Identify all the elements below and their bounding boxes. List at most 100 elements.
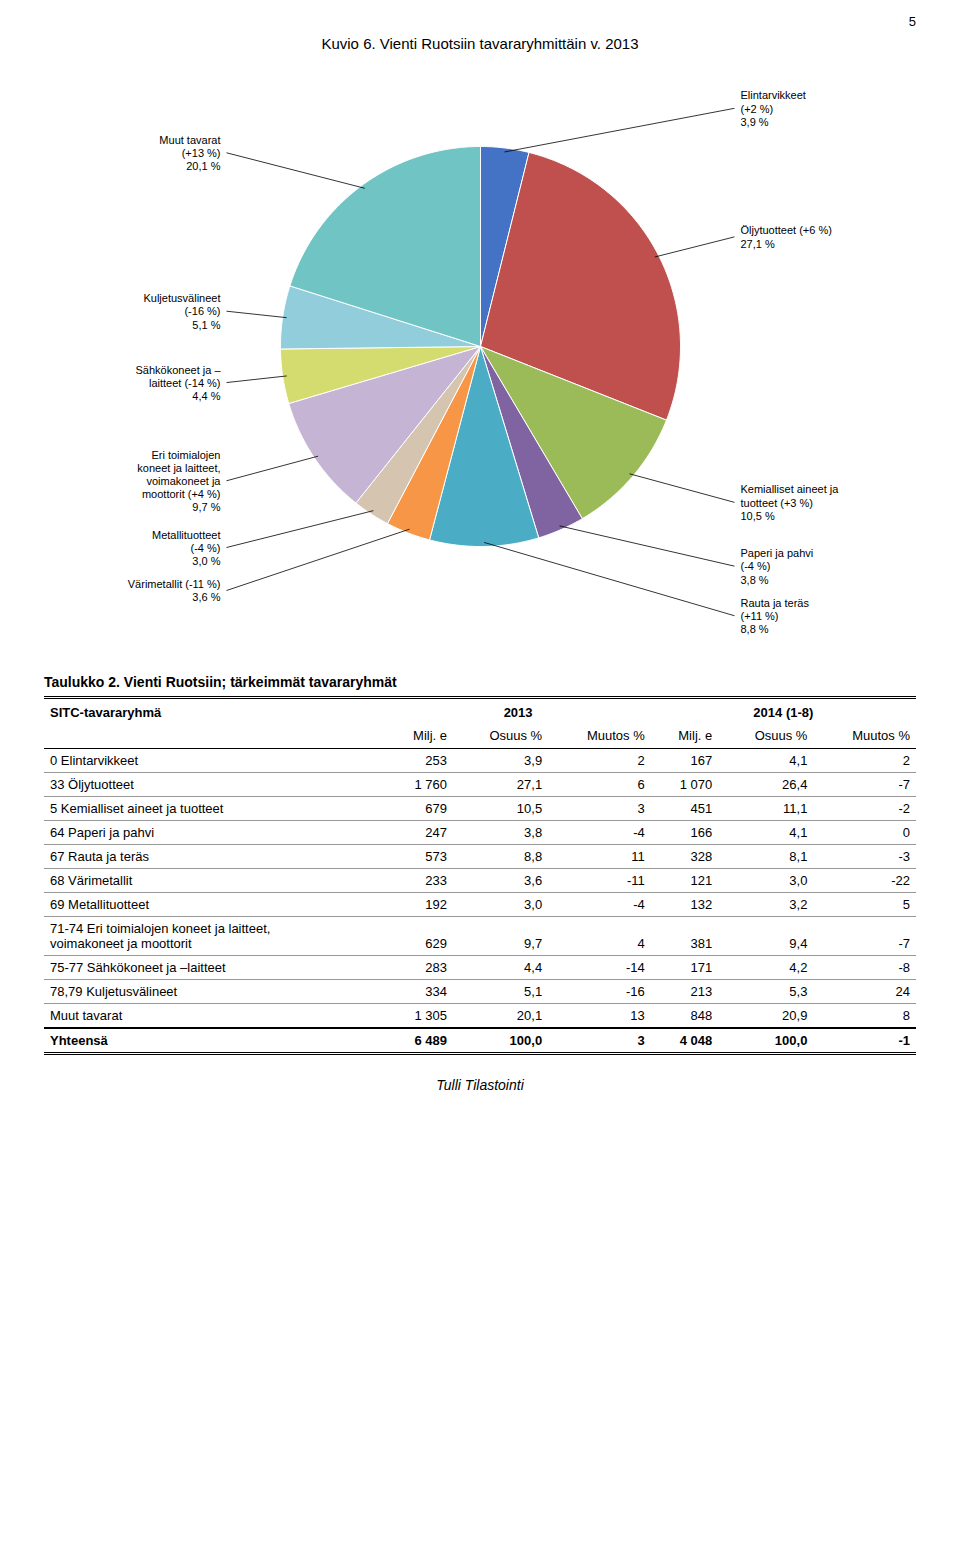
- html-text:Muutos %: Muutos %: [852, 728, 910, 743]
- html-text:-4: -4: [633, 897, 645, 912]
- html-text:253: 253: [425, 753, 447, 768]
- html-text:171: 171: [690, 960, 713, 975]
- html-text:78,79 Kuljetusvälineet: 78,79 Kuljetusvälineet: [50, 984, 178, 999]
- html-text:451: 451: [690, 801, 713, 816]
- html-text:SITC-tavararyhmä: SITC-tavararyhmä: [50, 705, 162, 720]
- html-text:69 Metallituotteet: 69 Metallituotteet: [50, 897, 149, 912]
- html-text:64 Paperi ja pahvi: 64 Paperi ja pahvi: [50, 825, 155, 840]
- html-text:679: 679: [425, 801, 447, 816]
- html-text:213: 213: [690, 984, 713, 999]
- html-text:1 305: 1 305: [414, 1008, 447, 1023]
- html-text:233: 233: [425, 873, 447, 888]
- html-text:100,0: 100,0: [509, 1033, 543, 1048]
- html-text:68 Värimetallit: 68 Värimetallit: [50, 873, 133, 888]
- html-text:-4: -4: [633, 825, 645, 840]
- html-text:Milj. e: Milj. e: [678, 728, 713, 743]
- html-text:100,0: 100,0: [774, 1033, 808, 1048]
- svg-text:Öljytuotteet (+6 %)27,1 %: Öljytuotteet (+6 %)27,1 %: [741, 224, 832, 249]
- svg-text:Elintarvikkeet(+2 %)3,9 %: Elintarvikkeet(+2 %)3,9 %: [741, 89, 806, 127]
- html-text:Osuus %: Osuus %: [489, 728, 543, 743]
- html-text:27,1: 27,1: [516, 777, 543, 792]
- html-text:8,8: 8,8: [524, 849, 543, 864]
- html-text:5,1: 5,1: [524, 984, 543, 999]
- html-text:4 048: 4 048: [679, 1033, 713, 1048]
- html-text:4,2: 4,2: [789, 960, 808, 975]
- html-text:247: 247: [425, 825, 447, 840]
- html-text:0 Elintarvikkeet: 0 Elintarvikkeet: [50, 753, 139, 768]
- html-text:3,2: 3,2: [789, 897, 808, 912]
- html-text:3,6: 3,6: [524, 873, 543, 888]
- html-text:-2: -2: [898, 801, 910, 816]
- html-text:26,4: 26,4: [782, 777, 808, 792]
- html-text:-22: -22: [891, 873, 910, 888]
- html-text:9,7: 9,7: [524, 936, 543, 951]
- svg-text:Rauta ja teräs(+11 %)8,8 %: Rauta ja teräs(+11 %)8,8 %: [741, 597, 810, 635]
- html-text:334: 334: [425, 984, 447, 999]
- html-text:10,5: 10,5: [516, 801, 543, 816]
- html-text:13: 13: [630, 1008, 645, 1023]
- svg-text:Sähkökoneet ja –laitteet (-14: Sähkökoneet ja –laitteet (-14 %)4,4 %: [135, 364, 221, 402]
- html-text:9,4: 9,4: [789, 936, 808, 951]
- html-text:3,9: 3,9: [524, 753, 543, 768]
- html-text:20,9: 20,9: [782, 1008, 808, 1023]
- html-text:283: 283: [425, 960, 447, 975]
- html-text:33 Öljytuotteet: 33 Öljytuotteet: [50, 777, 134, 792]
- html-text:848: 848: [690, 1008, 713, 1023]
- html-text:Osuus %: Osuus %: [754, 728, 808, 743]
- svg-text:Kuljetusvälineet(-16 %)5,1 %: Kuljetusvälineet(-16 %)5,1 %: [143, 292, 220, 330]
- html-text:Milj. e: Milj. e: [413, 728, 447, 743]
- html-text:1 760: 1 760: [414, 777, 447, 792]
- html-text:-7: -7: [898, 936, 910, 951]
- svg-text:Värimetallit (-11 %)3,6 %: Värimetallit (-11 %)3,6 %: [128, 578, 221, 603]
- html-text:-8: -8: [898, 960, 910, 975]
- html-text:-16: -16: [625, 984, 645, 999]
- html-text:Yhteensä: Yhteensä: [50, 1033, 108, 1048]
- html-text:573: 573: [425, 849, 447, 864]
- html-text:4,4: 4,4: [524, 960, 543, 975]
- html-text:4,1: 4,1: [789, 753, 808, 768]
- html-text:-1: -1: [898, 1033, 910, 1048]
- html-text:5: 5: [908, 14, 916, 29]
- html-text:11: 11: [631, 849, 645, 864]
- svg-text:Kemialliset aineet jatuotteet: Kemialliset aineet jatuotteet (+3 %)10,5…: [741, 483, 840, 521]
- html-text:2013: 2013: [503, 705, 533, 720]
- html-text:3,8: 3,8: [524, 825, 543, 840]
- html-text:75-77 Sähkökoneet ja –laitteet: 75-77 Sähkökoneet ja –laitteet: [50, 960, 226, 975]
- html-text:5 Kemialliset aineet ja tuotte: 5 Kemialliset aineet ja tuotteet: [50, 801, 224, 816]
- html-text:192: 192: [425, 897, 447, 912]
- html-text:132: 132: [690, 897, 713, 912]
- html-text:167: 167: [690, 753, 713, 768]
- html-text:voimakoneet ja moottorit: voimakoneet ja moottorit: [50, 936, 192, 951]
- svg-text:Paperi ja pahvi(-4 %)3,8 %: Paperi ja pahvi(-4 %)3,8 %: [741, 547, 814, 585]
- html-text:20,1: 20,1: [516, 1008, 543, 1023]
- html-text:-3: -3: [898, 849, 910, 864]
- html-text:-11: -11: [626, 873, 645, 888]
- html-text:Muutos %: Muutos %: [586, 728, 645, 743]
- svg-text:Metallituotteet(-4 %)3,0 %: Metallituotteet(-4 %)3,0 %: [152, 529, 221, 567]
- html-text:6 489: 6 489: [414, 1033, 447, 1048]
- html-text:166: 166: [690, 825, 713, 840]
- html-text:Muut tavarat: Muut tavarat: [50, 1008, 123, 1023]
- html-text:121: 121: [690, 873, 713, 888]
- html-text:24: 24: [895, 984, 910, 999]
- html-text:Taulukko 2. Vienti Ruotsiin; t: Taulukko 2. Vienti Ruotsiin; tärkeimmät …: [44, 674, 397, 690]
- html-text:3,0: 3,0: [524, 897, 543, 912]
- html-text:71-74 Eri toimialojen koneet j: 71-74 Eri toimialojen koneet ja laitteet…: [50, 921, 271, 936]
- svg-text:Eri toimialojenkoneet ja laitt: Eri toimialojenkoneet ja laitteet,voimak…: [137, 449, 221, 514]
- html-text:5,3: 5,3: [789, 984, 808, 999]
- html-text:Kuvio 6. Vienti Ruotsiin tavar: Kuvio 6. Vienti Ruotsiin tavararyhmittäi…: [321, 35, 639, 52]
- html-text:67 Rauta ja teräs: 67 Rauta ja teräs: [50, 849, 149, 864]
- html-text:Tulli Tilastointi: Tulli Tilastointi: [436, 1077, 524, 1093]
- html-text:11,1: 11,1: [783, 801, 808, 816]
- html-text:328: 328: [690, 849, 713, 864]
- html-text:-14: -14: [625, 960, 645, 975]
- svg-text:Muut tavarat(+13 %)20,1 %: Muut tavarat(+13 %)20,1 %: [159, 134, 220, 172]
- html-text:8,1: 8,1: [789, 849, 808, 864]
- html-text:4,1: 4,1: [789, 825, 808, 840]
- html-text:3,0: 3,0: [789, 873, 808, 888]
- html-text:2014 (1-8): 2014 (1-8): [753, 705, 814, 720]
- html-text:381: 381: [690, 936, 713, 951]
- html-text:629: 629: [425, 936, 447, 951]
- html-text:-7: -7: [898, 777, 910, 792]
- html-text:1 070: 1 070: [679, 777, 713, 792]
